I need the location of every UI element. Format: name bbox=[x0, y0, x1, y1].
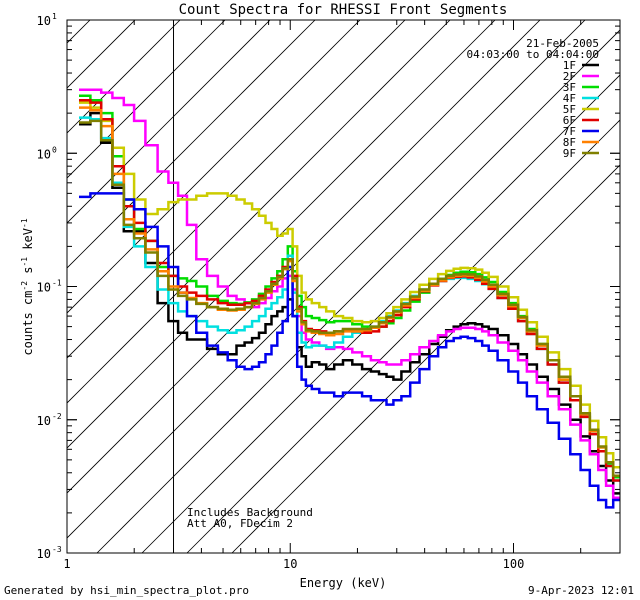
hatched-region bbox=[0, 13, 620, 553]
hatch-line bbox=[67, 20, 271, 224]
hatch-line bbox=[67, 20, 451, 404]
y-tick-label: 10 bbox=[37, 547, 51, 561]
hatch-line bbox=[67, 20, 406, 359]
plot-frame bbox=[66, 19, 621, 554]
y-tick-label: 10 bbox=[37, 281, 51, 295]
chart-date: 21-Feb-2005 bbox=[526, 37, 599, 50]
y-axis-label: counts cm-2 s-1 keV-1 bbox=[20, 218, 35, 355]
y-tick-label: 10 bbox=[37, 414, 51, 428]
y-tick-label-exponent: -1 bbox=[52, 279, 62, 288]
hatch-line bbox=[186, 119, 620, 553]
footer-generated-by: Generated by hsi_min_spectra_plot.pro bbox=[4, 584, 250, 597]
y-tick-label-exponent: 1 bbox=[52, 12, 57, 21]
y-tick-label-exponent: -3 bbox=[52, 545, 62, 554]
hatch-line bbox=[67, 20, 361, 314]
y-tick-label-exponent: 0 bbox=[52, 145, 57, 154]
x-tick-label: 100 bbox=[503, 557, 525, 571]
hatch-line bbox=[67, 20, 316, 269]
series-3f bbox=[79, 94, 620, 479]
series-9f bbox=[79, 119, 620, 477]
footer-timestamp: 9-Apr-2023 12:01 bbox=[528, 584, 634, 597]
legend-label-3f: 3F bbox=[563, 81, 576, 94]
hatch-line bbox=[231, 164, 620, 553]
legend-label-5f: 5F bbox=[563, 103, 576, 116]
hatch-line bbox=[96, 29, 620, 553]
series-layer bbox=[79, 88, 620, 509]
series-7f bbox=[79, 192, 620, 509]
legend-label-6f: 6F bbox=[563, 114, 576, 127]
hatch-line bbox=[67, 20, 226, 179]
legend-label-7f: 7F bbox=[563, 125, 576, 138]
x-tick-label: 10 bbox=[283, 557, 297, 571]
x-tick-label: 1 bbox=[63, 557, 70, 571]
y-tick-label: 10 bbox=[37, 147, 51, 161]
legend-label-2f: 2F bbox=[563, 70, 576, 83]
legend-label-4f: 4F bbox=[563, 92, 576, 105]
hatch-line bbox=[141, 74, 620, 553]
legend-label-8f: 8F bbox=[563, 136, 576, 149]
annotation-background: Includes Background bbox=[187, 506, 313, 519]
y-tick-label-exponent: -2 bbox=[52, 412, 62, 421]
series-5f bbox=[79, 101, 620, 469]
legend-label-1f: 1F bbox=[563, 59, 576, 72]
series-1f bbox=[79, 111, 620, 495]
legend-label-9f: 9F bbox=[563, 147, 576, 160]
series-2f bbox=[79, 88, 620, 499]
chart-time-range: 04:03:00 to 04:04:00 bbox=[467, 48, 599, 61]
y-tick-label: 10 bbox=[37, 14, 51, 28]
series-8f bbox=[79, 106, 620, 477]
hatch-line bbox=[0, 13, 7, 553]
chart-title: Count Spectra for RHESSI Front Segments bbox=[179, 2, 508, 18]
x-axis-label: Energy (keV) bbox=[300, 576, 387, 590]
axis-ticks bbox=[66, 19, 621, 554]
hatch-line bbox=[67, 20, 586, 539]
hatch-line bbox=[67, 20, 496, 449]
annotation-attenuator: Att A0, FDecim 2 bbox=[187, 517, 293, 530]
